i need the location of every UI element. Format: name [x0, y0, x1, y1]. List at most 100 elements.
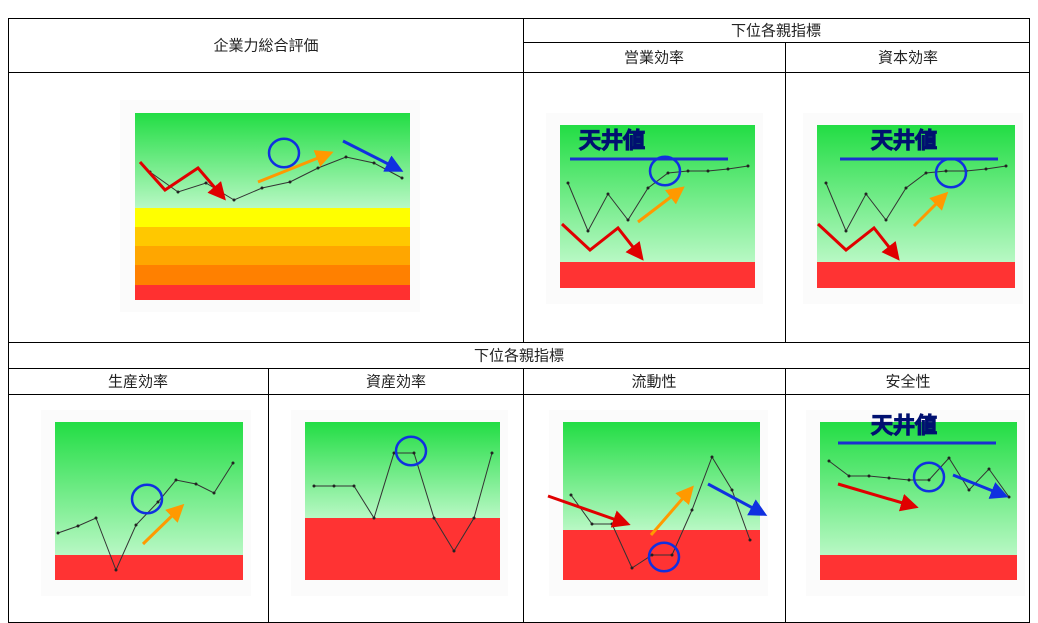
trend-line — [149, 156, 403, 201]
highlight-circle — [130, 483, 164, 515]
point — [927, 478, 931, 482]
point — [569, 493, 573, 497]
point — [670, 553, 674, 557]
arrow — [837, 482, 919, 512]
header-cell: 資産効率 — [366, 373, 426, 391]
point — [686, 169, 690, 173]
green-zone — [817, 125, 1015, 262]
point — [332, 484, 336, 488]
green-zone — [55, 422, 243, 555]
point — [472, 516, 476, 520]
arrow — [560, 222, 644, 261]
green-zone — [305, 422, 500, 518]
header-cell: 企業力総合評価 — [213, 37, 318, 55]
point — [260, 186, 264, 190]
point — [586, 229, 590, 233]
band — [135, 285, 410, 300]
point — [987, 467, 991, 471]
point — [904, 186, 908, 190]
point — [1007, 495, 1011, 499]
red-zone — [560, 262, 755, 288]
point — [944, 169, 948, 173]
arrow — [141, 503, 185, 546]
header-cell: 資本効率 — [878, 49, 938, 67]
point — [924, 171, 928, 175]
point — [231, 461, 235, 465]
point — [706, 169, 710, 173]
point — [204, 181, 208, 185]
point — [967, 488, 971, 492]
section-title: 下位各親指標 — [474, 347, 564, 365]
arrow — [816, 222, 900, 261]
point — [730, 488, 734, 492]
point — [847, 474, 851, 478]
point — [887, 476, 891, 480]
point — [566, 181, 570, 185]
highlight-circle — [267, 137, 301, 169]
arrow — [912, 191, 949, 228]
point — [312, 484, 316, 488]
trend-line — [825, 165, 1007, 233]
point — [156, 500, 160, 504]
header-cell: 安全性 — [885, 373, 930, 391]
green-zone — [563, 422, 760, 530]
trend-line — [570, 455, 751, 569]
highlight-circle — [934, 157, 968, 189]
point — [626, 218, 630, 222]
point — [947, 456, 951, 460]
point — [176, 190, 180, 194]
header-cell: 生産効率 — [108, 373, 168, 391]
red-zone — [55, 555, 243, 580]
point — [710, 455, 714, 459]
point — [650, 553, 654, 557]
point — [726, 167, 730, 171]
band — [135, 208, 410, 227]
point — [867, 474, 871, 478]
ceiling-label: 天井値 — [871, 129, 937, 154]
point — [630, 566, 634, 570]
point — [56, 531, 60, 535]
red-zone — [305, 518, 500, 580]
ceiling-label: 天井値 — [871, 414, 937, 439]
point — [94, 516, 98, 520]
point — [690, 508, 694, 512]
point — [590, 522, 594, 526]
arrow — [952, 473, 1009, 499]
point — [884, 218, 888, 222]
point — [606, 192, 610, 196]
point — [844, 229, 848, 233]
point — [827, 459, 831, 463]
band — [135, 265, 410, 285]
point — [646, 186, 650, 190]
red-zone — [817, 262, 1015, 288]
trend-line — [314, 452, 493, 552]
point — [212, 491, 216, 495]
point — [452, 549, 456, 553]
point — [432, 516, 436, 520]
header-cell: 流動性 — [631, 373, 676, 391]
highlight-circle — [912, 461, 946, 493]
point — [316, 166, 320, 170]
point — [610, 522, 614, 526]
arrow — [649, 485, 694, 536]
trend-line — [828, 457, 1010, 498]
point — [412, 451, 416, 455]
point — [1004, 164, 1008, 168]
arrow — [257, 150, 334, 184]
red-zone — [820, 555, 1017, 580]
point — [194, 482, 198, 486]
arrow — [342, 139, 404, 172]
trend-line — [567, 165, 749, 233]
point — [984, 167, 988, 171]
point — [400, 176, 404, 180]
point — [174, 478, 178, 482]
arrow — [547, 494, 631, 528]
arrow — [637, 186, 685, 224]
point — [372, 161, 376, 165]
point — [352, 484, 356, 488]
band — [135, 227, 410, 246]
highlight-circle — [647, 541, 681, 573]
point — [864, 192, 868, 196]
